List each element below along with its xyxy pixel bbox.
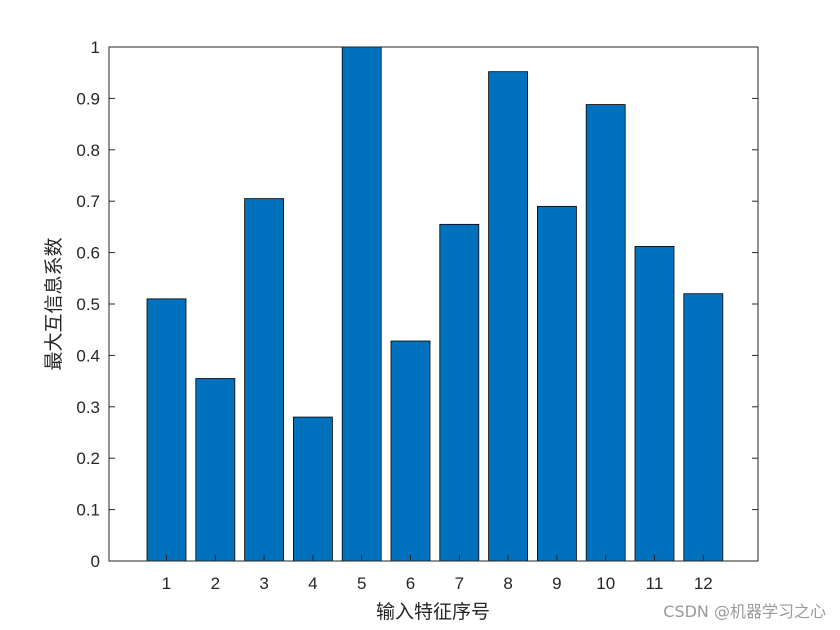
y-tick-label: 0.1 bbox=[76, 501, 100, 520]
bar-4 bbox=[292, 416, 333, 562]
x-tick-label: 8 bbox=[503, 574, 512, 593]
y-tick-label: 0.9 bbox=[76, 89, 100, 108]
bar-11 bbox=[634, 246, 675, 562]
y-axis-label: 最大互信息系数 bbox=[43, 237, 65, 370]
y-tick-label: 0.6 bbox=[76, 244, 100, 263]
y-tick-label: 0.7 bbox=[76, 192, 100, 211]
x-tick-label: 1 bbox=[162, 574, 171, 593]
y-tick-label: 0.2 bbox=[76, 449, 100, 468]
y-tick-label: 1 bbox=[91, 38, 100, 57]
x-tick-label: 12 bbox=[694, 574, 713, 593]
bar-5 bbox=[341, 46, 382, 562]
y-tick-label: 0.3 bbox=[76, 398, 100, 417]
x-tick-label: 5 bbox=[357, 574, 366, 593]
bar-1 bbox=[146, 298, 187, 562]
bar-10 bbox=[585, 104, 626, 562]
bars-group bbox=[146, 46, 724, 562]
bar-6 bbox=[390, 340, 431, 562]
x-tick-label: 10 bbox=[596, 574, 615, 593]
x-tick-label: 7 bbox=[455, 574, 464, 593]
x-tick-label: 11 bbox=[646, 574, 664, 593]
bar-12 bbox=[683, 293, 724, 562]
watermark: CSDN @机器学习之心 bbox=[663, 602, 826, 621]
y-axis-ticks: 0 0.1 0.2 0.3 0.4 0.5 0.6 0.7 0.8 0.9 1 bbox=[76, 38, 758, 571]
x-axis-ticks: 1 2 3 4 5 6 7 8 9 10 11 12 bbox=[162, 555, 713, 593]
y-tick-label: 0.5 bbox=[76, 295, 100, 314]
y-tick-label: 0.8 bbox=[76, 141, 100, 160]
bar-2 bbox=[195, 378, 236, 562]
x-tick-label: 9 bbox=[552, 574, 561, 593]
x-tick-label: 2 bbox=[211, 574, 220, 593]
x-tick-label: 4 bbox=[308, 574, 317, 593]
x-tick-label: 6 bbox=[406, 574, 415, 593]
bar-8 bbox=[488, 71, 529, 562]
y-tick-label: 0.4 bbox=[76, 346, 100, 365]
y-tick-label: 0 bbox=[91, 552, 100, 571]
bar-7 bbox=[439, 223, 480, 562]
bar-9 bbox=[537, 205, 577, 562]
x-tick-label: 3 bbox=[259, 574, 268, 593]
bar-3 bbox=[244, 198, 285, 562]
x-axis-label: 输入特征序号 bbox=[376, 601, 490, 623]
